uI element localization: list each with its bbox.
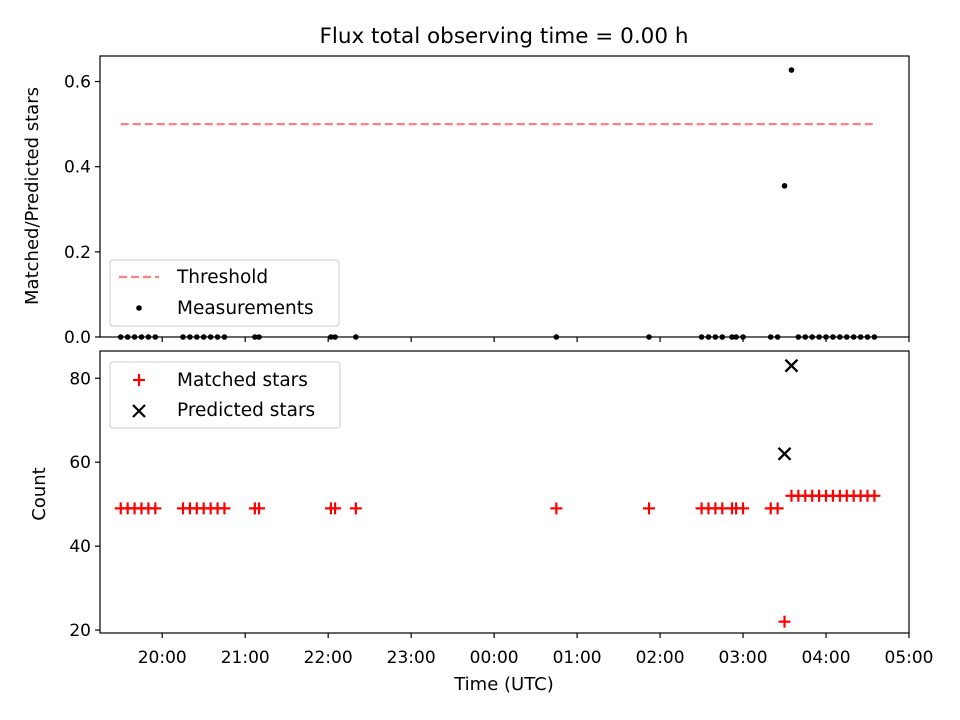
matched-star-point xyxy=(778,615,791,628)
top-y-axis-label: Matched/Predicted stars xyxy=(22,87,43,305)
predicted-stars-legend-label: Predicted stars xyxy=(177,400,315,421)
bottom-x-tick-label: 00:00 xyxy=(470,648,519,668)
predicted-star-point xyxy=(777,446,792,461)
bottom-x-tick-label: 01:00 xyxy=(553,648,602,668)
matched-star-point xyxy=(643,502,656,515)
threshold-legend-label: Threshold xyxy=(176,267,268,288)
top-y-tick-label: 0.6 xyxy=(64,73,91,93)
bottom-x-axis: 20:00 21:00 22:00 23:00 00:00 01:00 02:00 03:00… xyxy=(138,633,934,668)
bottom-y-tick-label: 40 xyxy=(69,537,91,557)
matched-star-point xyxy=(349,502,362,515)
top-y-axis: 0.0 0.2 0.4 0.6 xyxy=(64,73,100,348)
bottom-x-tick-label: 05:00 xyxy=(885,648,934,668)
bottom-legend: Matched stars Predicted stars xyxy=(109,361,341,429)
bottom-x-tick-label: 21:00 xyxy=(221,648,270,668)
bottom-y-axis-label: Count xyxy=(29,467,50,520)
bottom-x-tick-label: 20:00 xyxy=(138,648,187,668)
top-y-tick-label: 0.4 xyxy=(64,158,91,178)
bottom-x-tick-label: 23:00 xyxy=(387,648,436,668)
matched-stars-legend-swatch xyxy=(133,374,145,386)
predicted-stars-legend-swatch xyxy=(132,404,146,418)
bottom-plot-frame xyxy=(99,350,910,634)
matched-star-point xyxy=(550,502,563,515)
bottom-x-tick-label: 03:00 xyxy=(719,648,768,668)
top-y-tick-label: 0.2 xyxy=(64,243,91,263)
matched-star-point xyxy=(868,489,881,502)
matched-stars-legend-label: Matched stars xyxy=(177,370,308,391)
chart-title: Flux total observing time = 0.00 h xyxy=(320,24,689,49)
top-legend-box xyxy=(109,259,340,327)
bottom-legend-box xyxy=(109,361,341,429)
top-legend: Threshold Measurements xyxy=(109,259,340,327)
top-panel: 0.0 0.2 0.4 0.6 Matched/Predicted stars Thr… xyxy=(22,55,910,348)
matched-star-point xyxy=(329,502,342,515)
measurement-point xyxy=(781,183,788,189)
bottom-y-axis: 20 40 60 80 xyxy=(69,369,100,641)
bottom-x-tick-label: 04:00 xyxy=(802,648,851,668)
top-x-ticks xyxy=(161,337,910,342)
bottom-y-tick-label: 20 xyxy=(69,621,91,641)
bottom-panel: 20 40 60 80 20:00 21:00 22:00 23:00 00:00 01:00 0… xyxy=(29,350,934,695)
bottom-marks xyxy=(114,358,881,628)
matched-star-point xyxy=(218,502,231,515)
bottom-x-tick-label: 22:00 xyxy=(304,648,353,668)
measurement-point xyxy=(788,67,795,73)
top-y-tick-label: 0.0 xyxy=(64,328,91,348)
bottom-x-tick-label: 02:00 xyxy=(636,648,685,668)
bottom-y-tick-label: 80 xyxy=(69,369,91,389)
matched-star-point xyxy=(737,502,750,515)
matched-star-point xyxy=(771,502,784,515)
top-plot-frame xyxy=(99,55,910,338)
measurements-legend-label: Measurements xyxy=(177,298,314,319)
bottom-y-tick-label: 60 xyxy=(69,453,91,473)
x-axis-label: Time (UTC) xyxy=(453,674,554,695)
matched-star-point xyxy=(149,502,162,515)
predicted-star-point xyxy=(784,358,799,373)
measurements-legend-swatch xyxy=(136,305,142,311)
matched-star-point xyxy=(253,502,266,515)
